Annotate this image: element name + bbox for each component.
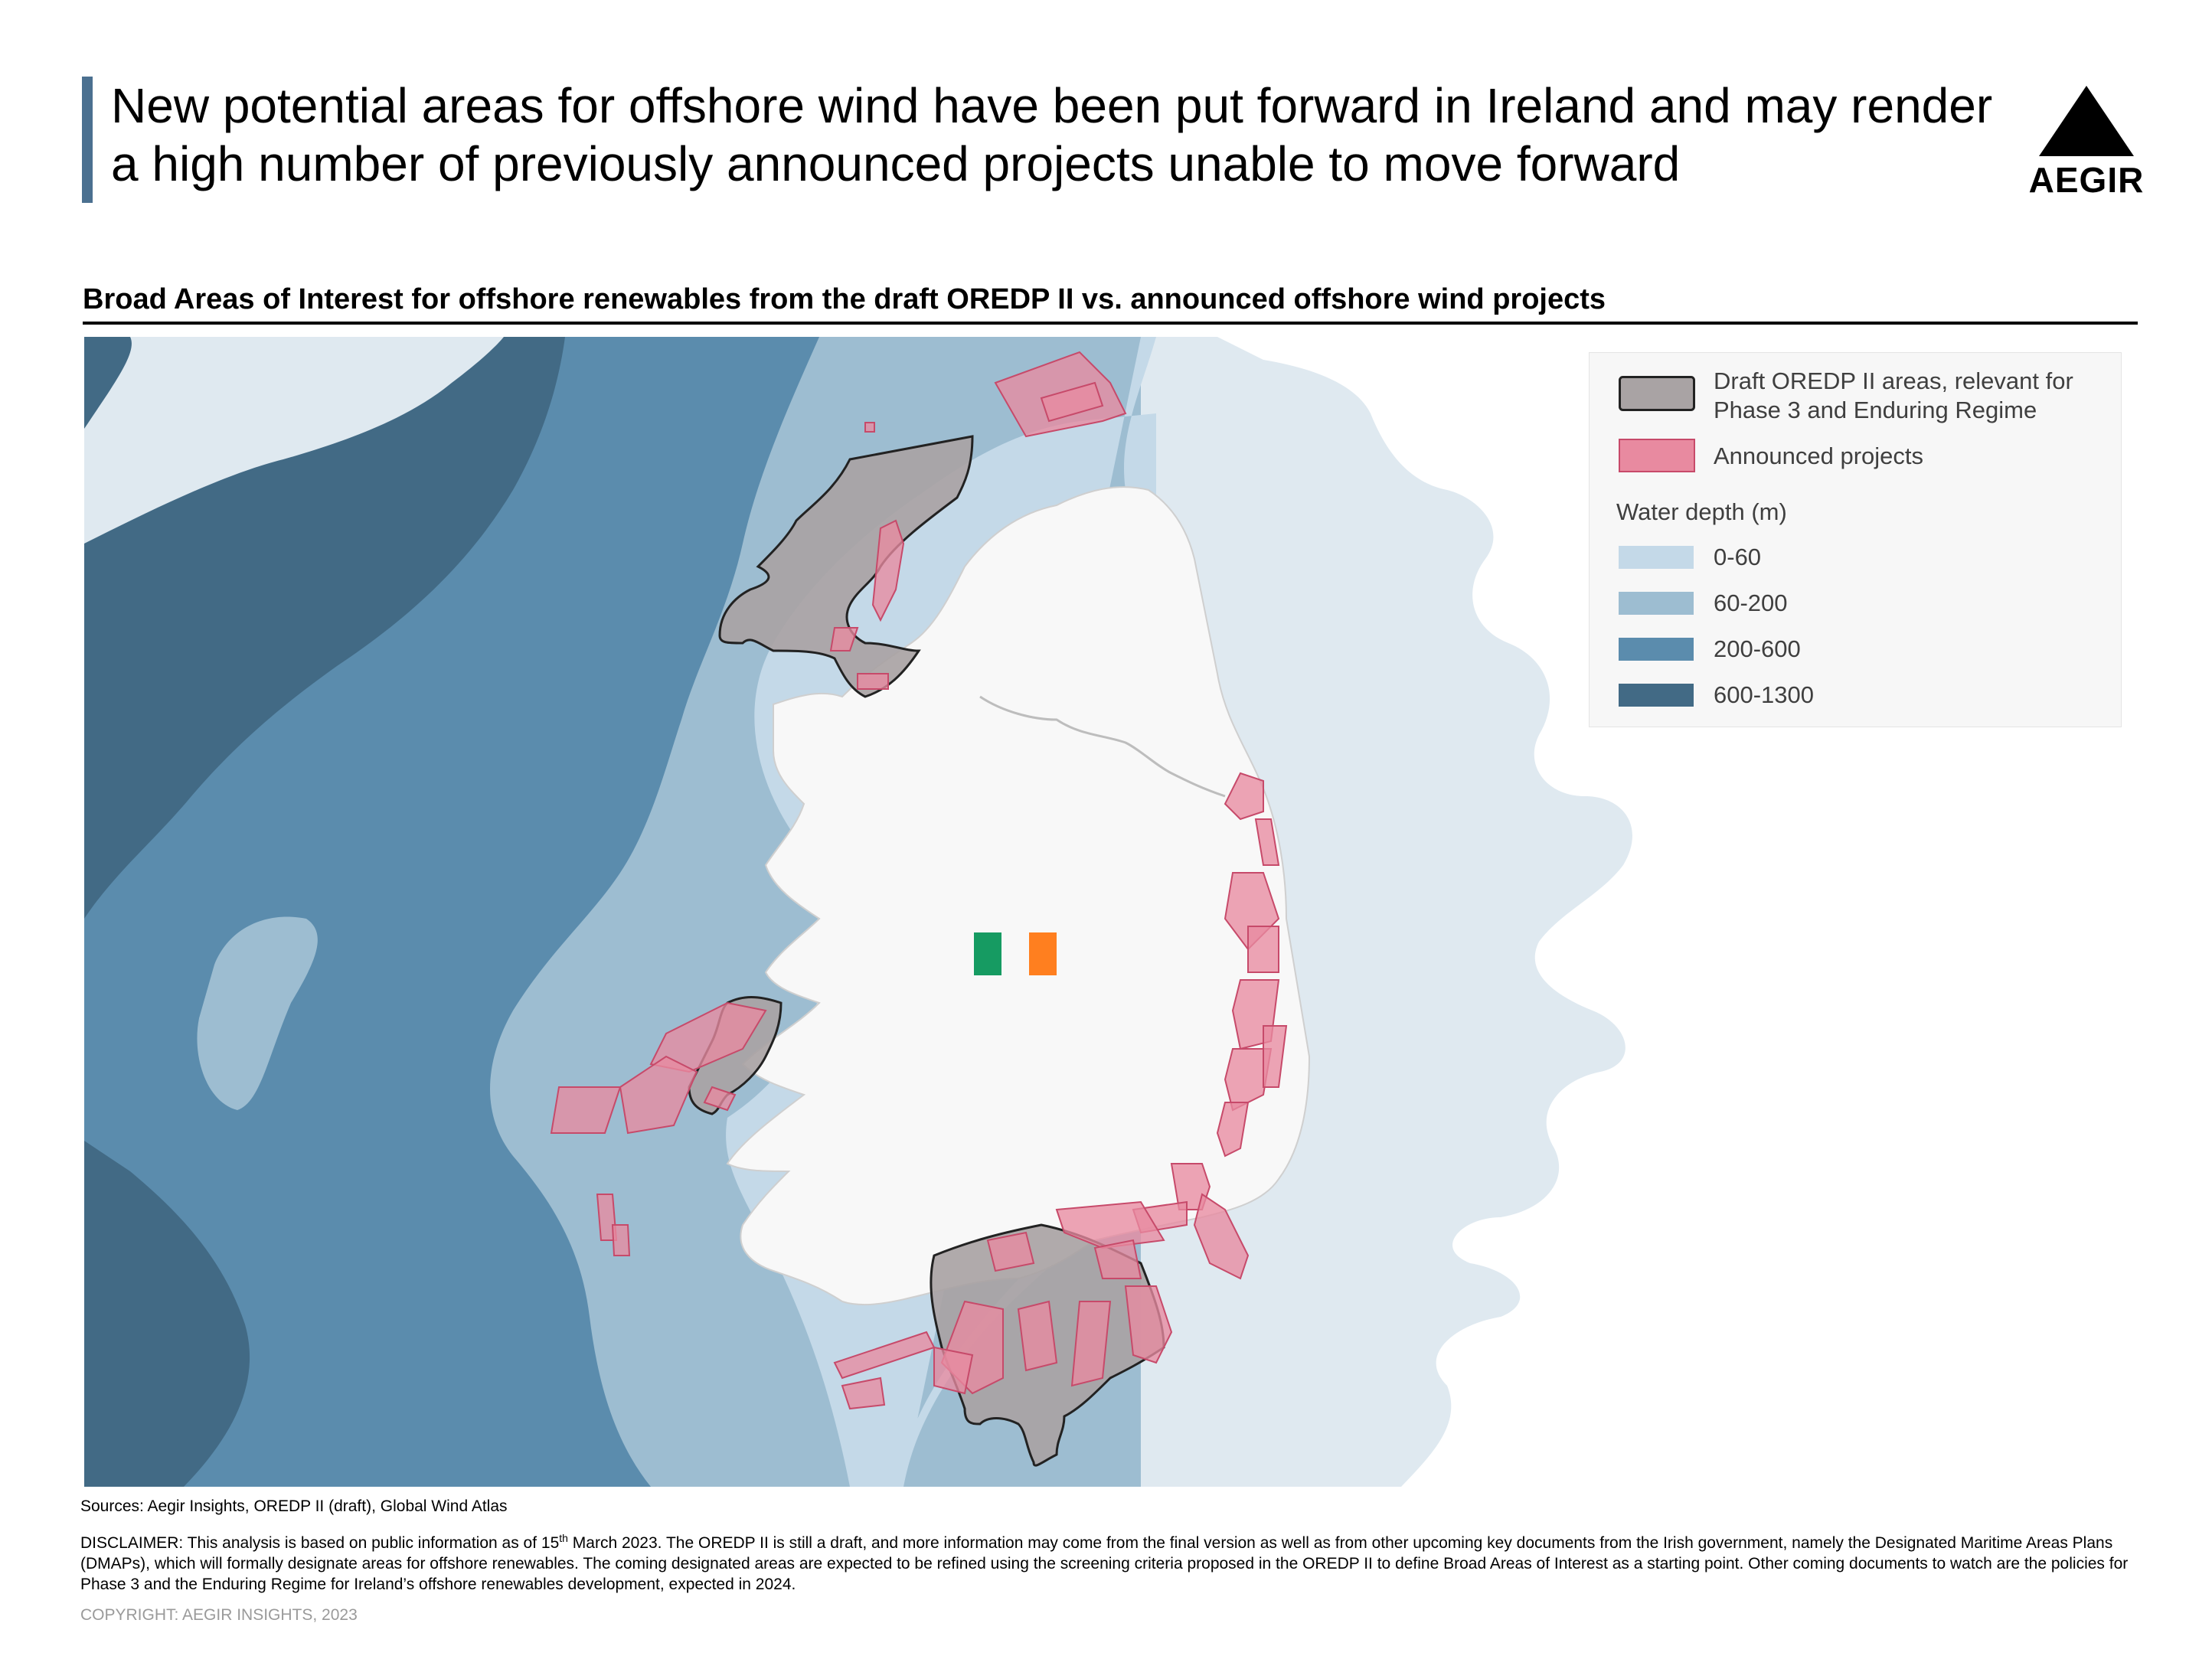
legend-depth-title: Water depth (m): [1616, 498, 1787, 525]
project-south-4: [1070, 1301, 1112, 1387]
project-south-7: [933, 1346, 974, 1395]
logo-text: AEGIR: [2028, 160, 2145, 200]
project-east-8: [1263, 1025, 1288, 1088]
sources-note: Sources: Aegir Insights, OREDP II (draft…: [80, 1497, 508, 1515]
disclaimer-part-1: DISCLAIMER: This analysis is based on pu…: [80, 1534, 560, 1552]
project-east-7: [1216, 1102, 1250, 1158]
legend-oredp-swatch: [1619, 376, 1695, 411]
project-west-1: [649, 1001, 767, 1073]
project-south-2: [1093, 1239, 1142, 1279]
project-northwest-1: [871, 519, 905, 622]
announced-projects: [550, 351, 1288, 1410]
map-subtitle: Broad Areas of Interest for offshore ren…: [83, 283, 1606, 315]
project-west-6: [611, 1224, 631, 1256]
legend-depth-swatch-0: [1619, 546, 1694, 569]
legend-depth-label-0: 0-60: [1714, 544, 1762, 570]
page-title: New potential areas for offshore wind ha…: [111, 77, 2040, 193]
project-west-3: [619, 1055, 698, 1135]
northern-ireland-border: [979, 695, 1226, 798]
copyright-notice: COPYRIGHT: AEGIR INSIGHTS, 2023: [80, 1606, 358, 1624]
project-northwest-2: [829, 627, 859, 652]
disclaimer-part-2: March 2023. The OREDP II is still a draf…: [80, 1534, 2129, 1593]
project-southeast-2: [1193, 1193, 1250, 1280]
legend-depth-swatch-2: [1619, 638, 1694, 661]
legend-oredp-line-2: Phase 3 and Enduring Regime: [1714, 397, 2037, 423]
project-south-3: [1124, 1285, 1173, 1364]
flag-orange-band: [1029, 932, 1057, 975]
legend-depth-label-3: 600-1300: [1714, 681, 1815, 708]
project-southwest-3: [986, 1231, 1035, 1272]
project-east-2: [1254, 818, 1280, 866]
disclaimer-text: DISCLAIMER: This analysis is based on pu…: [80, 1528, 2140, 1595]
legend-announced-label: Announced projects: [1714, 443, 1924, 469]
legend-depth-label-2: 200-600: [1714, 635, 1801, 662]
map-legend: Draft OREDP II areas, relevant for Phase…: [1589, 352, 2122, 727]
legend-oredp-label: Draft OREDP II areas, relevant for Phase…: [1714, 367, 2073, 425]
flag-white-band: [1001, 932, 1029, 975]
legend-depth-swatch-3: [1619, 684, 1694, 707]
porcupine-bank: [197, 916, 318, 1110]
title-line-2: a high number of previously announced pr…: [111, 136, 1681, 191]
aegir-logo: AEGIR: [2025, 86, 2148, 200]
legend-depth-label-1: 60-200: [1714, 589, 1788, 616]
legend-oredp-line-1: Draft OREDP II areas, relevant for: [1714, 367, 2073, 394]
project-small-1: [864, 422, 875, 433]
flag-green-band: [974, 932, 1001, 975]
title-line-1: New potential areas for offshore wind ha…: [111, 78, 1993, 133]
project-west-4: [703, 1086, 737, 1112]
subtitle-divider: [83, 322, 2138, 325]
ireland-flag-icon: [974, 932, 1057, 975]
legend-announced-swatch: [1619, 439, 1695, 472]
project-northwest-3: [857, 673, 889, 690]
project-east-1: [1224, 772, 1264, 821]
aegir-triangle-logo-icon: [2039, 86, 2134, 156]
project-southwest-2: [841, 1377, 886, 1410]
project-south-5: [1017, 1300, 1058, 1372]
project-west-2: [550, 1086, 622, 1134]
legend-depth-swatch-1: [1619, 592, 1694, 615]
disclaimer-superscript: th: [559, 1532, 568, 1544]
project-east-4: [1247, 926, 1279, 973]
project-north-2: [1040, 381, 1104, 423]
project-southwest-1: [833, 1331, 936, 1380]
title-accent-bar: [82, 77, 93, 203]
